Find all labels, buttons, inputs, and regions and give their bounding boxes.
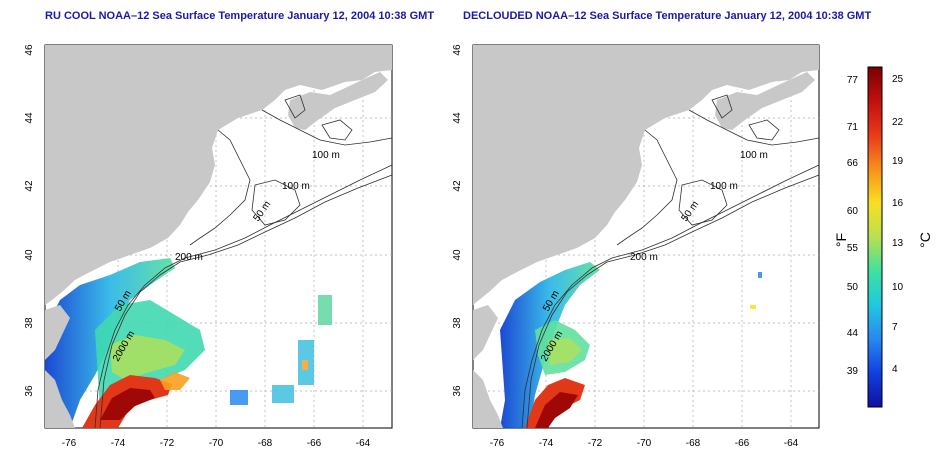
- left-panel-title: RU COOL NOAA–12 Sea Surface Temperature …: [45, 10, 435, 22]
- y-tick-label: 36: [452, 385, 463, 397]
- left-sst-warm-edge: [160, 372, 190, 390]
- celsius-tick: 16: [892, 198, 904, 209]
- fahrenheit-unit-label: °F: [833, 233, 849, 247]
- x-tick-label: -72: [588, 438, 603, 449]
- contour-label: 200 m: [630, 252, 658, 263]
- y-tick-label: 42: [24, 180, 35, 192]
- x-tick-label: -64: [356, 438, 371, 449]
- celsius-ticks: 25 22 19 16 13 10 7 4: [892, 74, 904, 375]
- right-map-panel: 100 m 100 m 50 m 200 m 50 m 2000 m -76 -…: [452, 44, 820, 449]
- y-tick-label: 40: [452, 249, 463, 261]
- left-bathymetry-contours: [94, 94, 393, 429]
- left-sst-offshore-patches: [230, 295, 332, 405]
- right-y-axis: 36 38 40 42 44 46: [452, 44, 463, 397]
- x-tick-label: -74: [111, 438, 126, 449]
- x-tick-label: -74: [539, 438, 554, 449]
- y-tick-label: 38: [452, 317, 463, 329]
- contour-label: 100 m: [282, 181, 310, 192]
- fahrenheit-tick: 50: [847, 282, 859, 293]
- x-tick-label: -76: [62, 438, 77, 449]
- left-y-axis: 36 38 40 42 44 46: [24, 44, 35, 397]
- left-land-delmarva: [45, 305, 70, 360]
- x-tick-label: -66: [735, 438, 750, 449]
- y-tick-label: 46: [452, 44, 463, 56]
- fahrenheit-tick: 66: [847, 158, 859, 169]
- contour-label: 100 m: [740, 150, 768, 161]
- celsius-tick: 7: [892, 322, 898, 333]
- x-tick-label: -76: [490, 438, 505, 449]
- left-x-axis: -76 -74 -72 -70 -68 -66 -64: [62, 438, 371, 449]
- right-panel-title: DECLOUDED NOAA–12 Sea Surface Temperatur…: [463, 10, 872, 22]
- celsius-tick: 22: [892, 117, 904, 128]
- right-land-nova-scotia: [715, 72, 815, 130]
- celsius-tick: 19: [892, 156, 904, 167]
- celsius-tick: 25: [892, 74, 904, 85]
- colorbar-gradient: [867, 66, 883, 408]
- right-land-mass: [473, 45, 819, 305]
- right-sst-gulfstream-core: [535, 392, 578, 428]
- y-tick-label: 44: [452, 112, 463, 124]
- celsius-tick: 10: [892, 282, 904, 293]
- x-tick-label: -68: [258, 438, 273, 449]
- fahrenheit-tick: 55: [847, 243, 859, 254]
- left-sst-gulfstream-core: [100, 388, 155, 420]
- y-tick-label: 38: [24, 317, 35, 329]
- y-tick-label: 40: [24, 249, 35, 261]
- y-tick-label: 46: [24, 44, 35, 56]
- left-land-southern: [45, 370, 75, 428]
- left-land-mass: [45, 45, 392, 305]
- celsius-tick: 4: [892, 364, 898, 375]
- x-tick-label: -68: [686, 438, 701, 449]
- x-tick-label: -66: [307, 438, 322, 449]
- fahrenheit-tick: 60: [847, 206, 859, 217]
- contour-label: 200 m: [175, 252, 203, 263]
- contour-label: 100 m: [710, 181, 738, 192]
- temperature-colorbar: 77 71 66 60 55 50 44 39 25 22 19 16 13 1…: [833, 66, 933, 408]
- fahrenheit-tick: 39: [847, 366, 859, 377]
- left-map-panel: 100 m 100 m 50 m 200 m 50 m 2000 m -76 -…: [24, 44, 393, 449]
- left-sst-midshelf: [110, 335, 185, 380]
- x-tick-label: -70: [637, 438, 652, 449]
- y-tick-label: 42: [452, 180, 463, 192]
- fahrenheit-tick: 77: [847, 75, 859, 86]
- x-tick-label: -72: [160, 438, 175, 449]
- fahrenheit-ticks: 77 71 66 60 55 50 44 39: [847, 75, 859, 377]
- fahrenheit-tick: 44: [847, 328, 859, 339]
- right-x-axis: -76 -74 -72 -70 -68 -66 -64: [490, 438, 799, 449]
- y-tick-label: 44: [24, 112, 35, 124]
- contour-label: 100 m: [312, 150, 340, 161]
- celsius-unit-label: °C: [917, 232, 933, 248]
- celsius-tick: 13: [892, 238, 904, 249]
- right-land-delmarva: [473, 305, 498, 360]
- right-land-southern: [473, 370, 503, 428]
- x-tick-label: -64: [784, 438, 799, 449]
- left-land-nova-scotia: [288, 72, 388, 130]
- x-tick-label: -70: [209, 438, 224, 449]
- right-sst-offshore-patches: [750, 272, 762, 309]
- right-bathymetry-contours: [521, 94, 820, 429]
- y-tick-label: 36: [24, 385, 35, 397]
- right-sst-midshelf: [548, 338, 582, 365]
- fahrenheit-tick: 71: [847, 122, 859, 133]
